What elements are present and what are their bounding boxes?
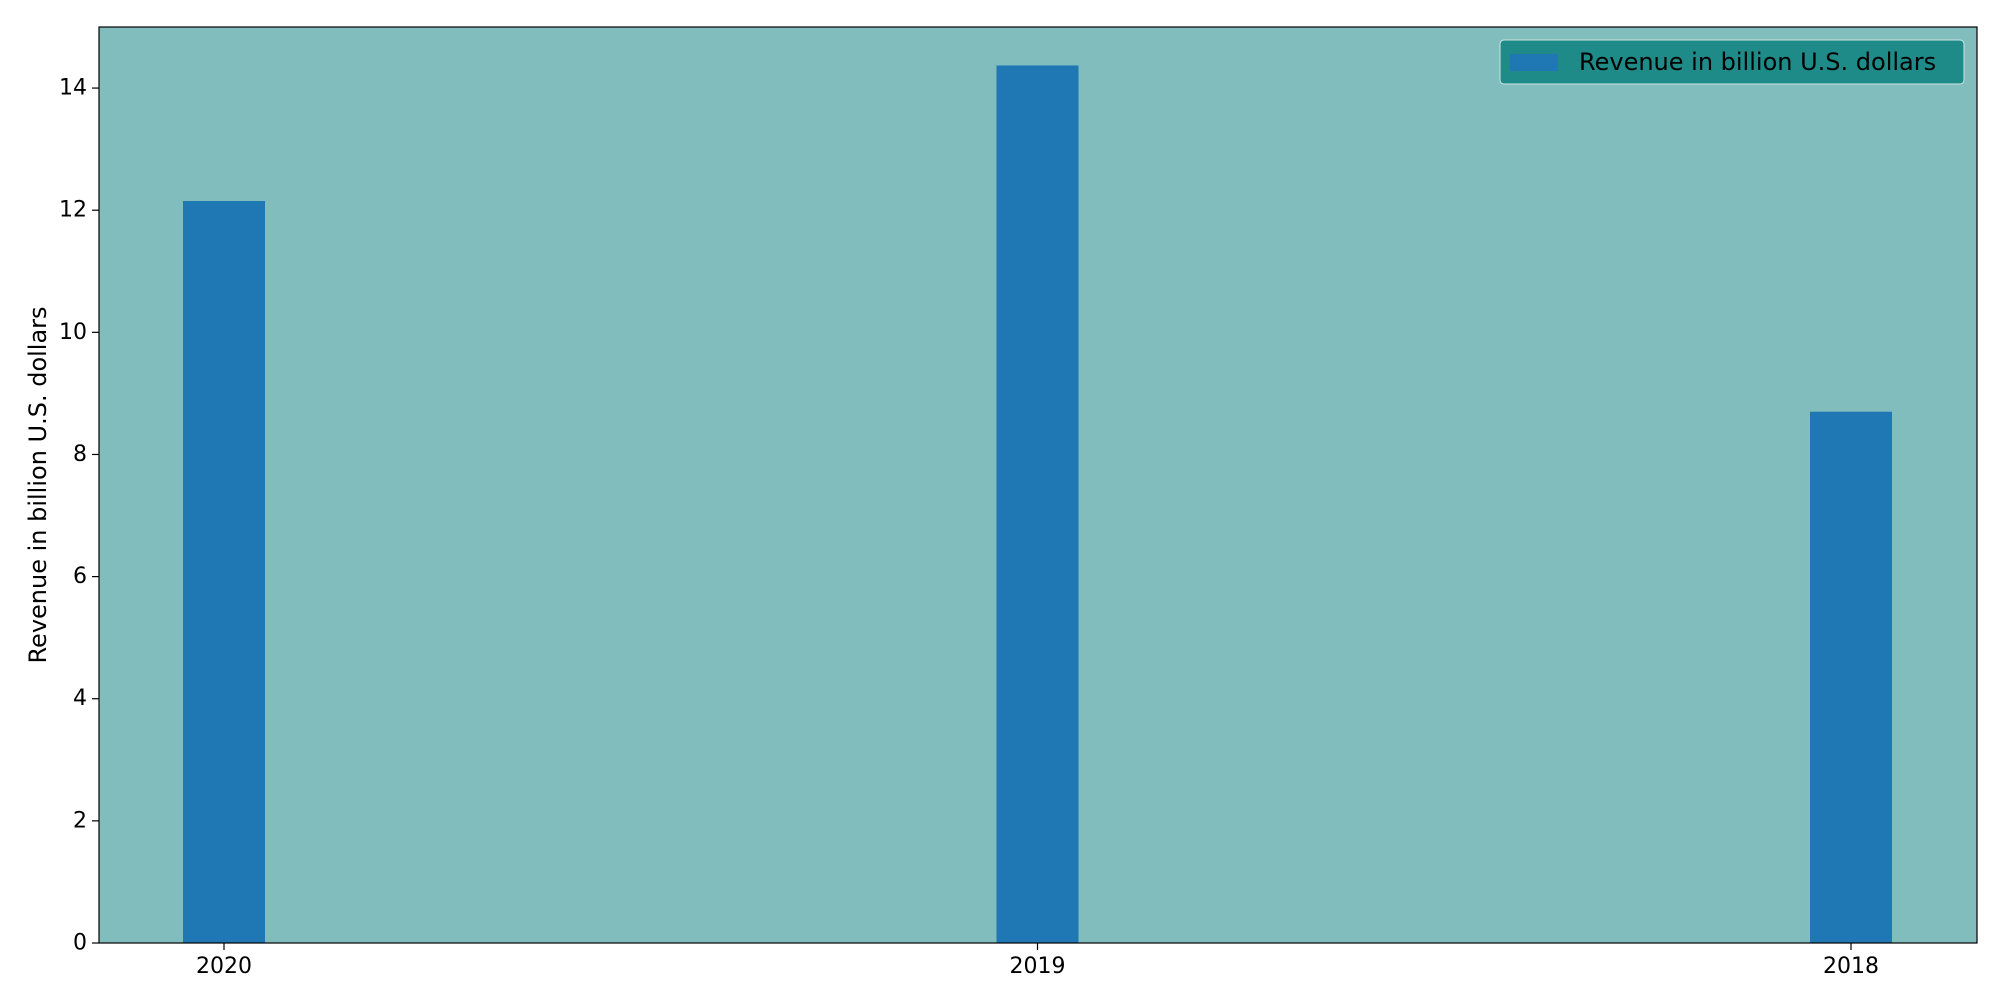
y-tick-label: 14	[59, 76, 87, 101]
bar-2019	[996, 65, 1079, 944]
y-tick-label: 6	[73, 564, 87, 589]
legend-label: Revenue in billion U.S. dollars	[1579, 48, 1936, 76]
y-tick-label: 10	[59, 320, 87, 345]
bar-2018	[1810, 411, 1892, 944]
bars-group	[183, 65, 1892, 944]
y-tick-label: 0	[73, 931, 87, 956]
legend-swatch	[1510, 54, 1558, 71]
y-axis: 0 2 4 6 8 10 12 14	[59, 76, 99, 956]
x-axis: 2020 2019 2018	[196, 943, 1879, 979]
legend-box	[1499, 39, 1965, 85]
bar-2020	[183, 201, 265, 944]
y-tick-label: 8	[73, 442, 87, 467]
plot-frame	[98, 26, 1978, 944]
y-tick-label: 12	[59, 198, 87, 223]
legend: Revenue in billion U.S. dollars	[1499, 39, 1965, 85]
y-tick-label: 4	[73, 686, 87, 711]
x-tick-label: 2019	[1010, 954, 1066, 979]
x-tick-label: 2018	[1823, 954, 1879, 979]
x-tick-label: 2020	[196, 954, 252, 979]
y-tick-label: 2	[73, 808, 87, 833]
y-axis-label: Revenue in billion U.S. dollars	[24, 306, 52, 663]
